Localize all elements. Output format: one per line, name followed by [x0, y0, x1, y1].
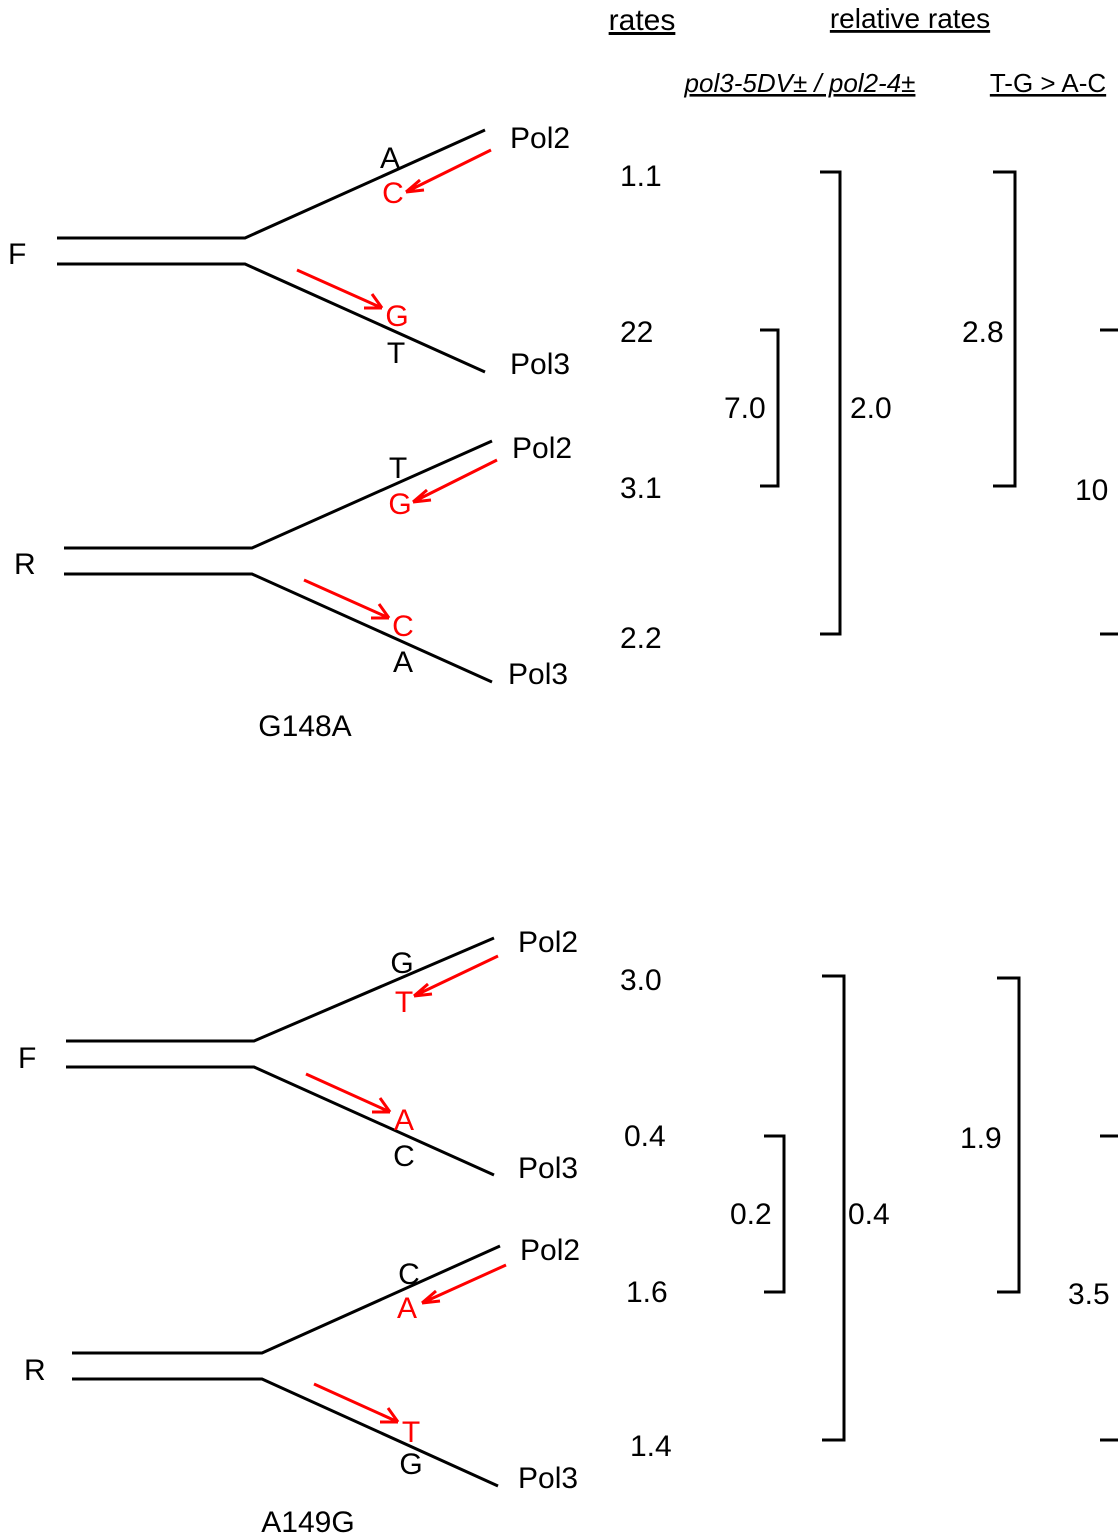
fork-bottom-strand: [57, 262, 486, 374]
fork-bottom-strand: [72, 1377, 499, 1488]
ratio-bracket-outer: [822, 974, 846, 1442]
rates-header: rates: [609, 4, 676, 37]
tg-outer-value: 3.5: [1068, 1278, 1110, 1311]
fork-top-strand: [64, 439, 493, 550]
inserted-base: A: [394, 1104, 414, 1137]
tg-inner-value: 1.9: [960, 1122, 1002, 1155]
template-base: G: [399, 1448, 422, 1481]
fork-top-strand: [66, 936, 495, 1043]
fork-forward: F A C Pol2 1.1 G T Pol3 22: [8, 122, 662, 381]
tg-bracket-inner: [993, 170, 1017, 488]
fork-top-strand: [72, 1244, 501, 1355]
rate-value: 2.2: [620, 622, 662, 655]
polymerase-label: Pol2: [518, 926, 578, 959]
strand-label: R: [14, 548, 36, 581]
fork-top-strand: [57, 128, 486, 240]
template-base: A: [393, 646, 413, 679]
polymerase-label: Pol3: [518, 1462, 578, 1495]
inserted-base: A: [397, 1292, 417, 1325]
inserted-base: G: [388, 488, 411, 521]
polymerase-label: Pol3: [510, 348, 570, 381]
panel-a149g: F G T Pol2 3.0 A C Pol3 0.4 R C A Pol2 1…: [18, 926, 1118, 1539]
red-arrow-right: [305, 1072, 392, 1114]
inserted-base: C: [392, 610, 414, 643]
strand-label: R: [24, 1354, 46, 1387]
rate-value: 3.0: [620, 964, 662, 997]
tg-inner-value: 2.8: [962, 316, 1004, 349]
red-arrow-left: [405, 148, 492, 194]
red-arrow-left: [412, 458, 498, 504]
fork-reverse: R T G Pol2 3.1 C A Pol3 2.2: [14, 432, 662, 691]
polymerase-label: Pol3: [508, 658, 568, 691]
polymerase-label: Pol3: [518, 1152, 578, 1185]
rate-value: 1.1: [620, 160, 662, 193]
tg-outer-value: 10: [1075, 474, 1108, 507]
tg-bracket-inner: [997, 976, 1021, 1294]
inserted-base: T: [402, 1416, 420, 1449]
rate-value: 3.1: [620, 472, 662, 505]
polymerase-label: Pol2: [520, 1234, 580, 1267]
polymerase-label: Pol2: [510, 122, 570, 155]
ratio-inner-value: 0.2: [730, 1198, 772, 1231]
red-arrow-left: [421, 1263, 507, 1305]
panel-g148a: F A C Pol2 1.1 G T Pol3 22 R T G Pol2 3.…: [8, 122, 1118, 743]
inserted-base: T: [395, 986, 413, 1019]
ratio-bracket-inner: [764, 1134, 786, 1294]
tg-bracket-outer: [1100, 1134, 1118, 1442]
strand-label: F: [8, 238, 26, 271]
red-arrow-right: [313, 1382, 400, 1424]
fork-reverse: R C A Pol2 1.6 T G Pol3 1.4: [24, 1234, 672, 1495]
fork-bottom-strand: [66, 1065, 495, 1177]
rate-value: 0.4: [624, 1120, 666, 1153]
ratio-outer-value: 2.0: [850, 392, 892, 425]
panel-title: A149G: [261, 1506, 354, 1539]
red-arrow-right: [303, 578, 391, 620]
ratio-bracket-outer: [820, 170, 842, 636]
tg-column-header: T-G > A-C: [990, 68, 1106, 98]
red-arrow-left: [413, 954, 499, 998]
template-base: C: [393, 1140, 415, 1173]
ratio-inner-value: 7.0: [724, 392, 766, 425]
rate-value: 22: [620, 316, 653, 349]
ratio-bracket-inner: [760, 328, 780, 488]
ratio-outer-value: 0.4: [848, 1198, 890, 1231]
template-base: T: [389, 452, 407, 485]
red-arrow-right: [296, 268, 384, 310]
strand-label: F: [18, 1042, 36, 1075]
inserted-base: G: [385, 300, 408, 333]
polymerase-label: Pol2: [512, 432, 572, 465]
fork-bottom-strand: [64, 572, 493, 684]
template-base: A: [380, 142, 400, 175]
relative-rates-header: relative rates: [830, 3, 990, 34]
template-base: T: [387, 337, 405, 370]
inserted-base: C: [382, 177, 404, 210]
panel-title: G148A: [258, 710, 351, 743]
template-base: C: [398, 1258, 420, 1291]
ratio-column-header: pol3-5DV± / pol2-4±: [684, 68, 916, 98]
template-base: G: [390, 947, 413, 980]
fork-forward: F G T Pol2 3.0 A C Pol3 0.4: [18, 926, 666, 1185]
rate-value: 1.6: [626, 1276, 668, 1309]
tg-bracket-outer: [1100, 328, 1118, 636]
rate-value: 1.4: [630, 1430, 672, 1463]
